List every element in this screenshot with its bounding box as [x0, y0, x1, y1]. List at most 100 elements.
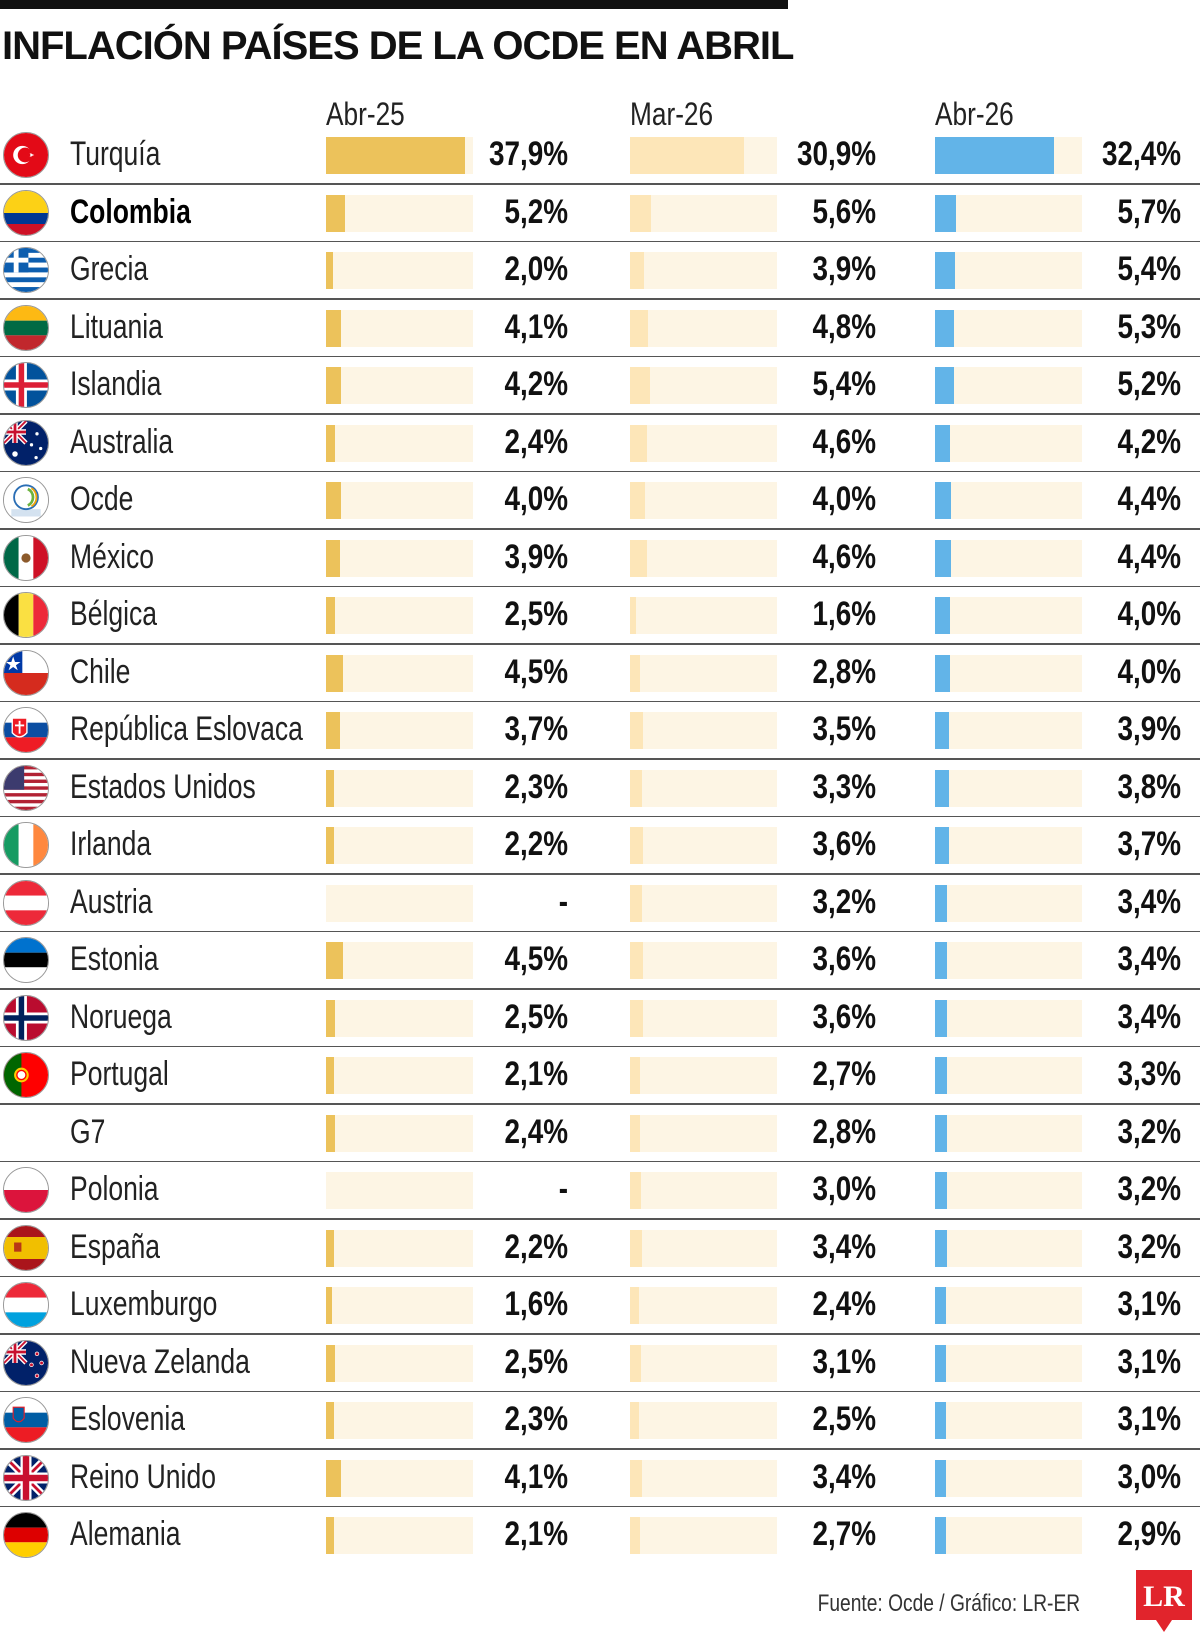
country-label: Portugal: [70, 1055, 169, 1093]
bar-track-abr-26: [935, 1287, 1082, 1324]
bar-abr-26: [935, 1517, 946, 1554]
lithuania-flag-icon: [3, 304, 49, 351]
bar-abr-26: [935, 597, 950, 634]
value-label-abr-26: 4,4%: [1117, 480, 1181, 518]
bar-abr-26: [935, 884, 948, 922]
value-label-abr-25: 4,5%: [504, 652, 568, 691]
table-row: Colombia 5,2% 5,6% 5,7%: [0, 185, 1200, 242]
bar-abr-26: [935, 309, 955, 347]
bar-track-abr-25: [326, 1172, 473, 1209]
bar-track-abr-26: [935, 1344, 1082, 1382]
bar-mar-26: [630, 252, 645, 289]
bar-mar-26: [630, 137, 744, 174]
value-label-abr-26: 3,1%: [1117, 1285, 1181, 1323]
table-row: Grecia 2,0% 3,9% 5,4%: [0, 242, 1200, 300]
bar-track-mar-26: [630, 1287, 777, 1324]
row-divider: [0, 988, 1200, 990]
column-header-mar-26: Mar-26: [630, 96, 714, 132]
row-divider: [0, 183, 1200, 185]
bar-abr-26: [935, 424, 951, 462]
bar-track-abr-25: [326, 309, 473, 347]
value-label-mar-26: 2,8%: [812, 1112, 876, 1151]
bar-abr-25: [326, 712, 340, 749]
bar-abr-25: [326, 309, 342, 347]
table-row: Ocde 4,0% 4,0% 4,4%: [0, 472, 1200, 530]
bar-abr-26: [935, 942, 948, 979]
value-label-abr-25: 2,4%: [504, 1112, 568, 1151]
country-label: Reino Unido: [70, 1457, 216, 1496]
bar-mar-26: [630, 827, 644, 864]
row-divider: [0, 758, 1200, 760]
country-label: España: [70, 1227, 160, 1266]
bar-abr-26: [935, 999, 948, 1037]
bar-track-abr-26: [935, 424, 1082, 462]
bar-track-abr-25: [326, 999, 473, 1037]
bar-track-abr-26: [935, 712, 1082, 749]
table-row: Estados Unidos 2,3% 3,3% 3,8%: [0, 760, 1200, 817]
bar-track-abr-26: [935, 367, 1082, 404]
table-row: España 2,2% 3,4% 3,2%: [0, 1220, 1200, 1277]
bar-track-abr-25: [326, 539, 473, 577]
value-label-mar-26: 2,4%: [812, 1285, 876, 1323]
row-divider: [0, 930, 1200, 932]
bar-abr-25: [326, 1057, 334, 1094]
bar-abr-25: [326, 1459, 342, 1497]
bar-track-abr-25: [326, 942, 473, 979]
row-divider: [0, 1448, 1200, 1450]
bar-mar-26: [630, 309, 648, 347]
value-label-abr-25: 4,5%: [504, 940, 568, 978]
bar-abr-25: [326, 654, 343, 692]
table-row: Nueva Zelanda 2,5% 3,1% 3,1%: [0, 1335, 1200, 1392]
row-divider: [0, 413, 1200, 415]
bar-abr-25: [326, 1402, 335, 1439]
value-label-abr-26: 3,8%: [1117, 767, 1181, 806]
value-label-abr-25: 2,1%: [504, 1055, 568, 1093]
bar-mar-26: [630, 1172, 642, 1209]
usa-flag-icon: [3, 764, 49, 811]
value-label-abr-25: -: [558, 1170, 568, 1208]
bar-abr-26: [935, 1344, 947, 1382]
value-label-abr-25: 2,4%: [504, 422, 568, 461]
bar-abr-25: [326, 597, 336, 634]
table-row: México 3,9% 4,6% 4,4%: [0, 530, 1200, 587]
country-label: Colombia: [70, 192, 191, 231]
table-row: Estonia 4,5% 3,6% 3,4%: [0, 932, 1200, 990]
bar-track-abr-26: [935, 827, 1082, 864]
value-label-mar-26: 3,6%: [812, 825, 876, 863]
row-divider: [0, 1218, 1200, 1220]
bar-track-mar-26: [630, 884, 777, 922]
value-label-abr-26: 3,3%: [1117, 1055, 1181, 1093]
country-label: Estados Unidos: [70, 767, 256, 806]
value-label-abr-25: 4,0%: [504, 480, 568, 518]
value-label-abr-25: 2,5%: [504, 997, 568, 1036]
value-label-abr-25: 2,1%: [504, 1515, 568, 1553]
table-row: República Eslovaca 3,7% 3,5% 3,9%: [0, 702, 1200, 760]
bar-track-abr-26: [935, 137, 1082, 174]
value-label-abr-25: 2,3%: [504, 767, 568, 806]
value-label-abr-25: 5,2%: [504, 192, 568, 231]
value-label-abr-26: 4,4%: [1117, 537, 1181, 576]
slovenia-flag-icon: [3, 1397, 49, 1443]
bar-track-abr-26: [935, 1172, 1082, 1209]
bar-track-mar-26: [630, 1517, 777, 1554]
value-label-abr-26: 3,1%: [1117, 1400, 1181, 1438]
source-note: Fuente: Ocde / Gráfico: LR-ER: [817, 1590, 1081, 1617]
value-label-abr-26: 3,4%: [1117, 882, 1181, 921]
germany-flag-icon: [3, 1512, 49, 1558]
country-label: Australia: [70, 422, 174, 461]
value-label-abr-26: 3,2%: [1117, 1227, 1181, 1266]
bar-abr-25: [326, 1517, 334, 1554]
value-label-mar-26: 3,6%: [812, 997, 876, 1036]
ireland-flag-icon: [3, 822, 49, 868]
bar-abr-26: [935, 1402, 947, 1439]
bar-mar-26: [630, 1229, 643, 1267]
value-label-mar-26: 2,7%: [812, 1055, 876, 1093]
portugal-flag-icon: [3, 1052, 49, 1098]
bar-track-abr-25: [326, 1287, 473, 1324]
bar-track-mar-26: [630, 539, 777, 577]
value-label-abr-26: 5,3%: [1117, 307, 1181, 346]
bar-track-abr-25: [326, 194, 473, 232]
bar-track-abr-25: [326, 827, 473, 864]
bar-abr-25: [326, 942, 343, 979]
value-label-abr-25: 3,9%: [504, 537, 568, 576]
